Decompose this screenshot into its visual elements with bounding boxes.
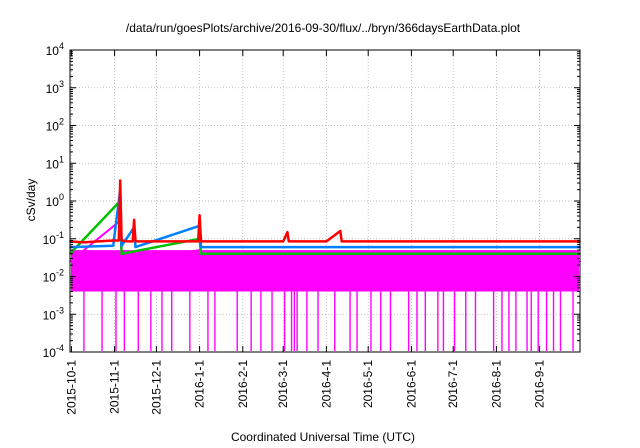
axes: 10-4 10-3 10-2 10-1 100 101 102 103 104 2015-10-1… — [43, 41, 580, 415]
data-point — [287, 240, 290, 243]
data-point — [200, 246, 202, 249]
data-point — [112, 239, 115, 242]
data-point — [325, 240, 328, 243]
data-point — [410, 240, 413, 243]
data-point — [340, 240, 343, 243]
data-point — [134, 240, 137, 243]
data-point — [83, 241, 85, 244]
data-point — [367, 260, 370, 263]
data-point — [410, 246, 413, 249]
x-tick-label: 2016-1-1 — [193, 360, 207, 408]
data-point — [120, 260, 123, 263]
y-tick-label: 10-3 — [43, 305, 64, 322]
data-point — [286, 231, 289, 234]
y-tick-label: 10-4 — [43, 343, 64, 360]
data-point — [538, 240, 541, 243]
data-point — [198, 214, 201, 217]
y-tick-label: 101 — [46, 154, 64, 171]
x-tick-label: 2016-6-1 — [404, 360, 418, 408]
data-point — [282, 246, 285, 249]
data-point — [133, 218, 136, 221]
data-point — [282, 240, 285, 243]
x-tick-label: 2016-2-1 — [236, 360, 250, 408]
data-point — [241, 240, 244, 243]
data-point — [155, 240, 158, 243]
data-point — [367, 252, 370, 255]
x-tick-label: 2015-12-1 — [149, 360, 163, 415]
y-tick-label: 10-2 — [43, 268, 64, 285]
data-point — [200, 260, 202, 263]
data-point — [134, 246, 137, 249]
y-tick-label: 102 — [46, 117, 64, 134]
data-point — [112, 244, 115, 247]
x-tick-label: 2016-7-1 — [446, 360, 460, 408]
x-tick-label: 2016-4-1 — [319, 360, 333, 408]
data-point — [200, 240, 202, 243]
chart-title: /data/run/goesPlots/archive/2016-09-30/f… — [126, 21, 521, 35]
x-tick-label: 2016-9-1 — [533, 360, 547, 408]
data-point — [126, 240, 128, 243]
data-point — [452, 240, 455, 243]
x-tick-label: 2016-5-1 — [361, 360, 375, 408]
data-point — [120, 252, 123, 255]
series-line — [69, 179, 580, 244]
x-tick-label: 2016-8-1 — [489, 360, 503, 408]
data-point — [301, 240, 304, 243]
y-tick-label: 10-1 — [43, 230, 64, 247]
data-point — [339, 230, 342, 232]
data-point — [131, 240, 134, 243]
data-point — [120, 244, 123, 247]
y-axis-label: cSv/day — [24, 179, 38, 222]
data-point — [119, 179, 122, 182]
data-point — [495, 240, 498, 243]
x-tick-label: 2015-10-1 — [64, 360, 78, 415]
data-point — [117, 239, 120, 242]
y-tick-label: 103 — [46, 79, 64, 96]
y-tick-label: 104 — [46, 41, 64, 58]
x-tick-label: 2015-11-1 — [108, 360, 122, 414]
data-point — [175, 240, 177, 243]
data-point — [200, 252, 202, 255]
data-point — [97, 240, 99, 243]
data-point — [120, 239, 123, 242]
y-tick-label: 100 — [46, 192, 64, 209]
series-layer — [69, 179, 581, 351]
x-axis-label: Coordinated Universal Time (UTC) — [231, 430, 415, 444]
data-point — [367, 240, 370, 243]
x-tick-label: 2016-3-1 — [276, 360, 290, 408]
series-band — [71, 250, 579, 292]
grid — [70, 49, 580, 353]
data-point — [197, 240, 200, 243]
